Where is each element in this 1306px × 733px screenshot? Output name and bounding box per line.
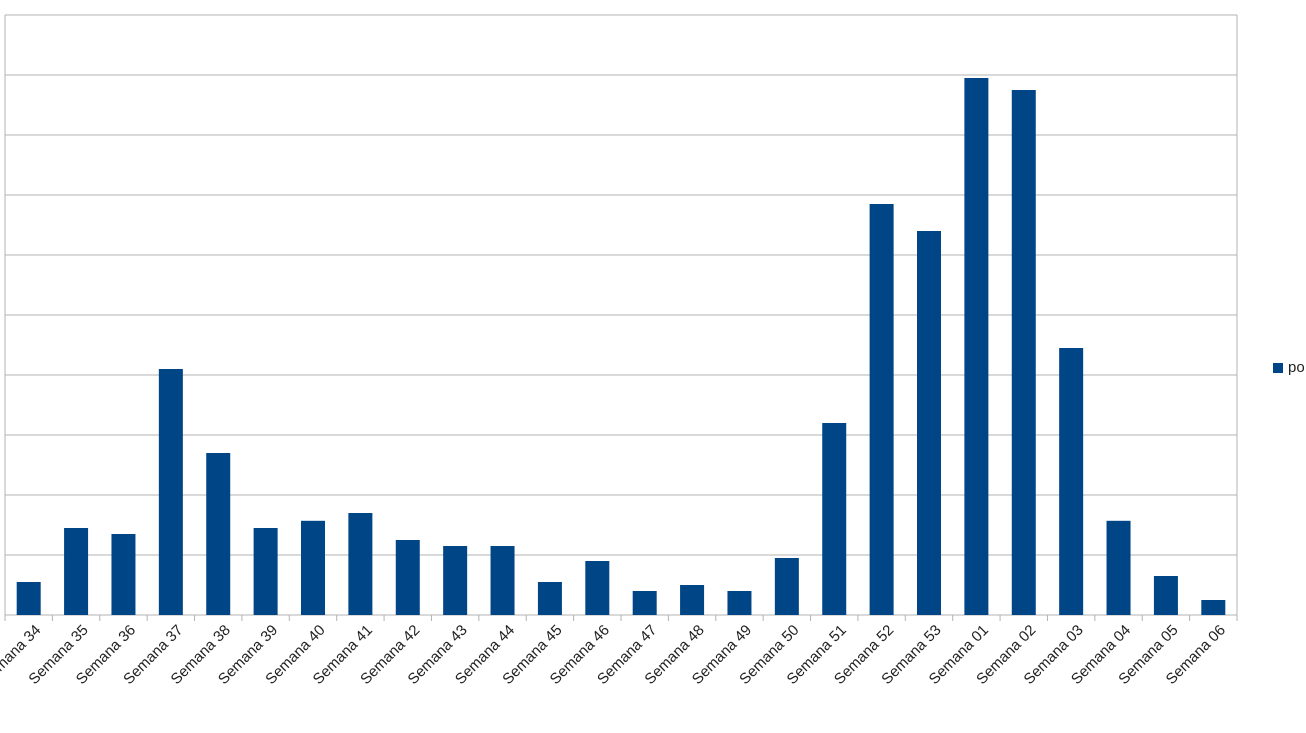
bar — [443, 546, 468, 615]
bar — [490, 546, 515, 615]
bar — [348, 513, 373, 615]
bar — [822, 423, 847, 615]
bar — [301, 520, 325, 615]
bar — [1059, 348, 1084, 615]
bar — [253, 528, 278, 615]
bar — [64, 528, 89, 615]
bar — [16, 582, 41, 615]
bar — [680, 585, 705, 615]
bar — [727, 591, 752, 615]
bar — [964, 78, 989, 615]
bar — [206, 453, 231, 615]
bar — [585, 561, 610, 615]
bar — [395, 540, 420, 615]
bar — [774, 558, 799, 615]
bar — [1106, 520, 1131, 615]
legend-label: po — [1288, 359, 1305, 376]
bar — [869, 204, 894, 615]
bar — [1153, 576, 1178, 615]
bar — [537, 582, 562, 615]
bar — [111, 534, 136, 615]
bar — [1011, 90, 1036, 615]
bar — [1201, 600, 1226, 615]
legend-swatch — [1273, 363, 1283, 373]
bar — [917, 231, 941, 615]
bar — [632, 591, 657, 615]
bar — [158, 369, 183, 615]
